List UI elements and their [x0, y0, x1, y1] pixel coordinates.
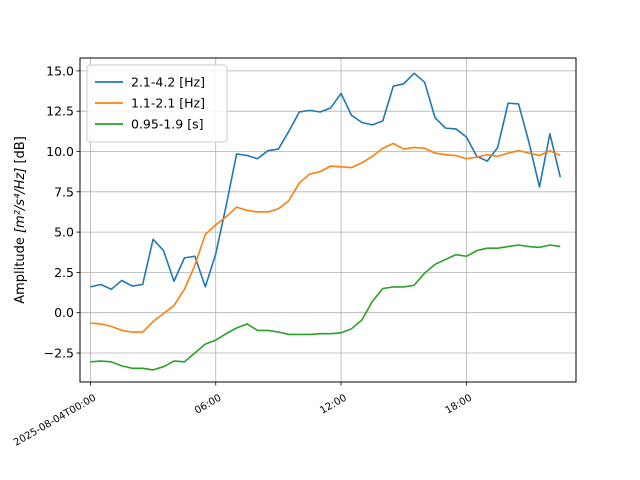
legend: 2.1-4.2 [Hz] 1.1-2.1 [Hz] 0.95-1.9 [s]: [86, 64, 228, 143]
y-tick-label: 10.0: [46, 144, 74, 159]
grid-lines: [80, 58, 576, 382]
y-axis-label: Amplitude [m²/s⁴/Hz] [dB]: [13, 136, 28, 304]
plot-frame: [79, 57, 577, 383]
y-tick-label: −2.5: [44, 345, 74, 360]
y-axis-label-suffix: [dB]: [13, 136, 28, 167]
series-lines: [90, 72, 562, 371]
y-axis-label-units: [m²/s⁴/Hz]: [13, 168, 28, 233]
series-line-3: [90, 244, 561, 371]
y-axis-label-prefix: Amplitude: [13, 233, 28, 304]
series-line-2: [90, 142, 561, 333]
legend-label: 0.95-1.9 [s]: [131, 117, 203, 132]
y-tick-label: 15.0: [46, 63, 74, 78]
legend-label: 2.1-4.2 [Hz]: [131, 75, 205, 90]
y-tick-label: 7.5: [54, 184, 74, 199]
legend-box: [86, 64, 228, 143]
y-axis: −2.5 0.0 2.5 5.0 7.5 10.0 12.5 15.0: [44, 63, 80, 360]
y-tick-label: 5.0: [54, 225, 74, 240]
y-tick-label: 12.5: [46, 104, 74, 119]
series-line-1: [90, 72, 562, 291]
y-tick-label: 0.0: [54, 305, 74, 320]
legend-label: 1.1-2.1 [Hz]: [131, 96, 205, 111]
y-tick-label: 2.5: [54, 265, 74, 280]
